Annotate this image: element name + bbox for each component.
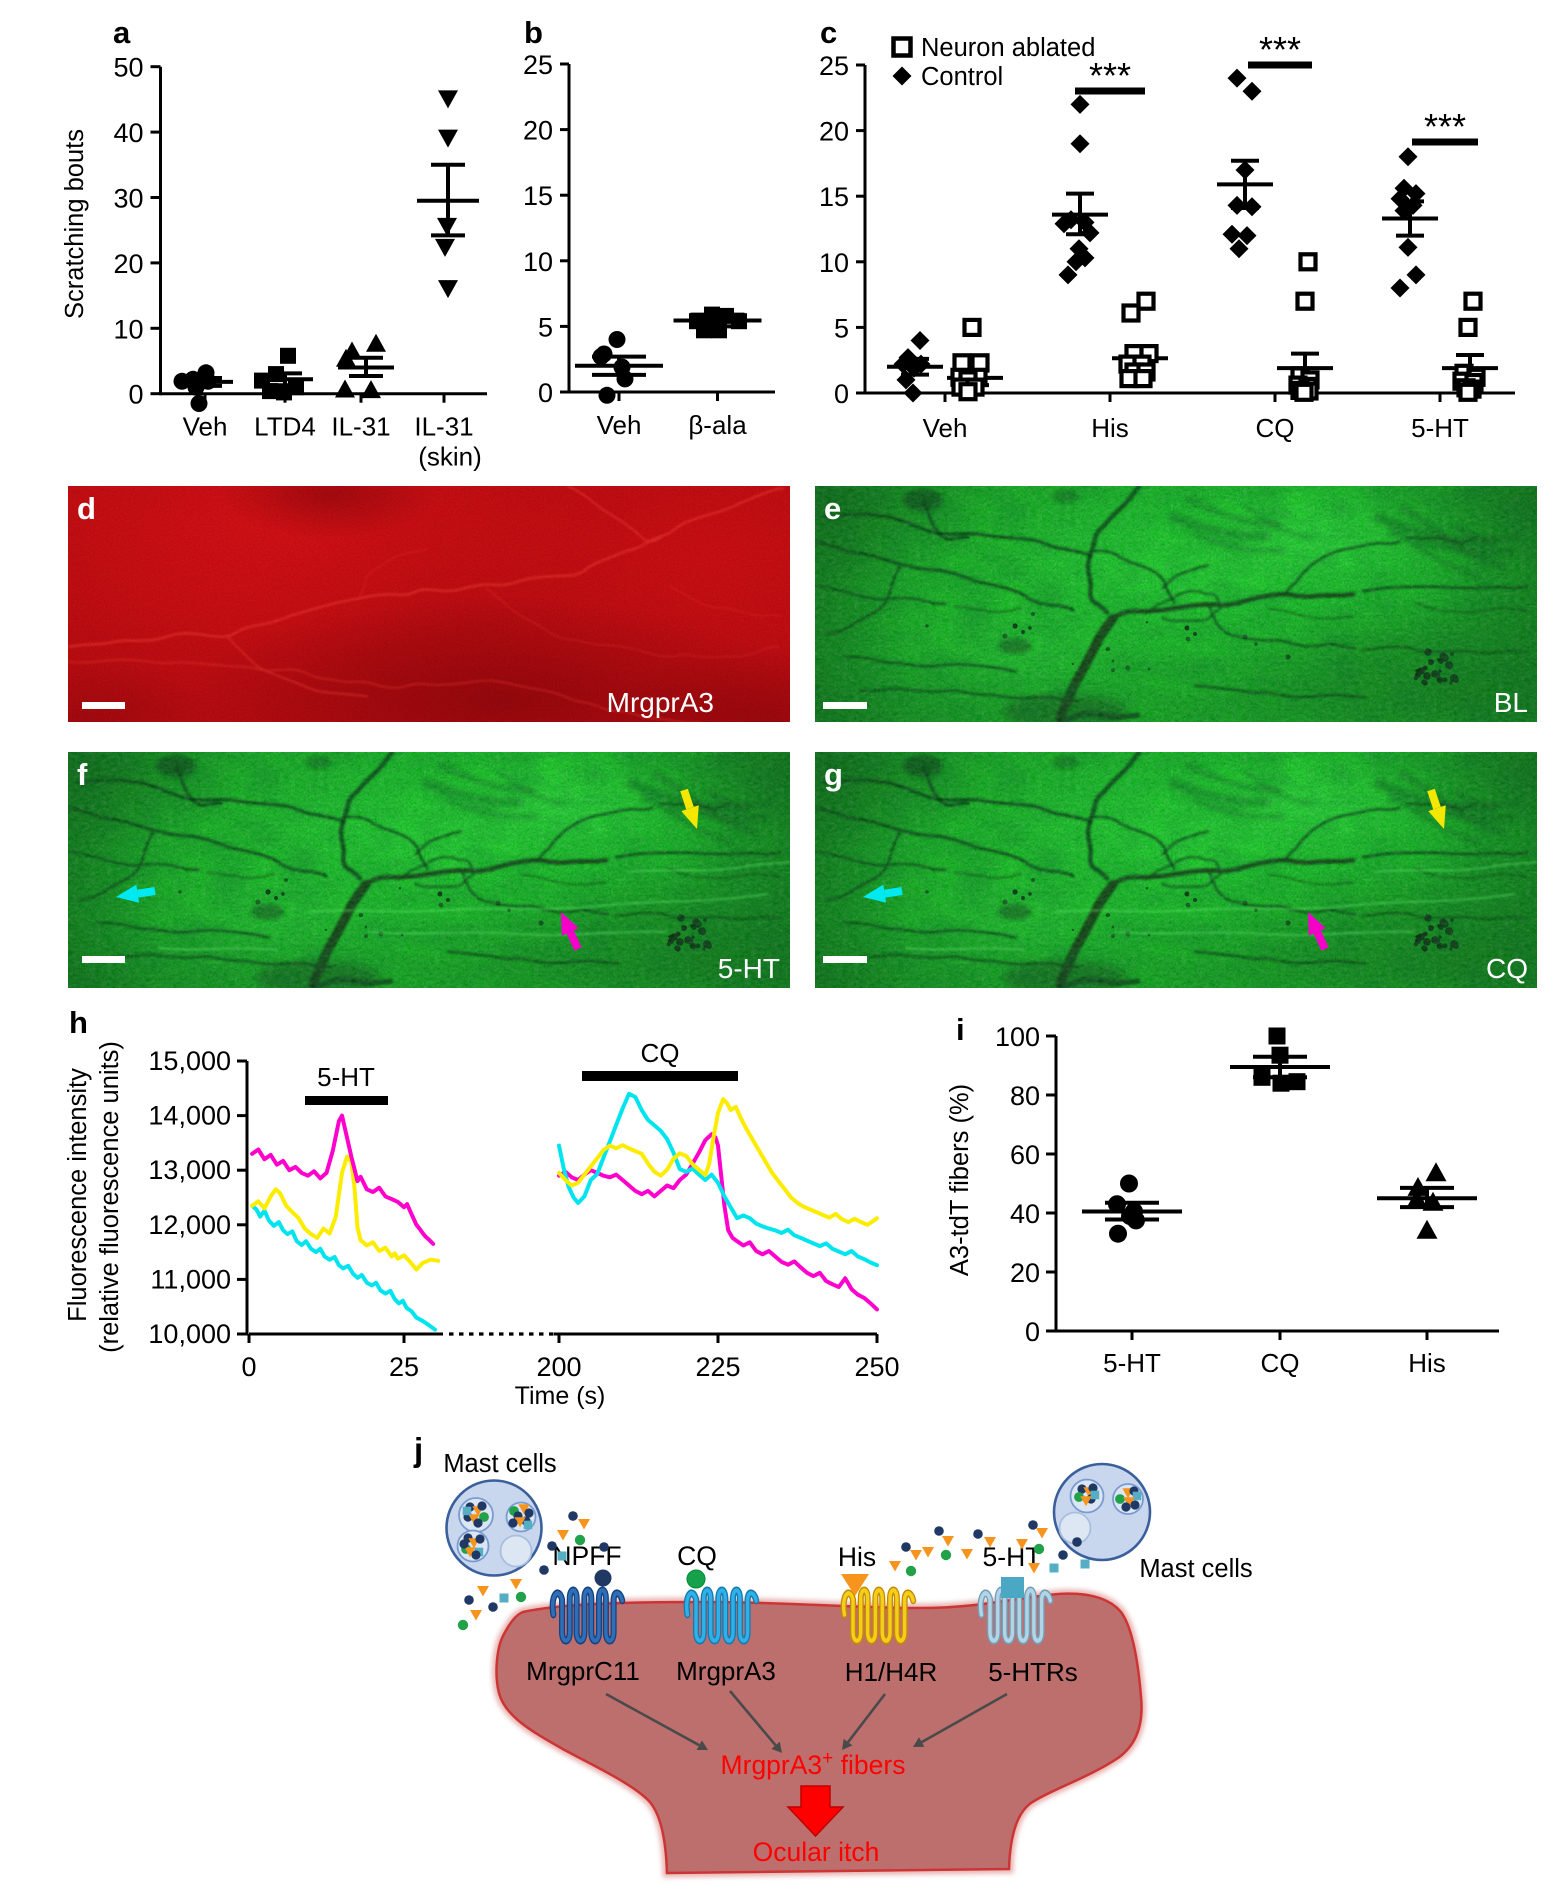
svg-text:50: 50 [113,53,143,83]
svg-text:40: 40 [1010,1199,1040,1229]
svg-text:CQ: CQ [1256,413,1295,443]
svg-text:Veh: Veh [183,412,228,442]
svg-text:5: 5 [834,313,849,343]
svg-text:e: e [824,491,841,526]
svg-text:30: 30 [113,184,143,214]
svg-text:25: 25 [389,1352,419,1382]
svg-text:Mast cells: Mast cells [1139,1555,1252,1583]
svg-text:25: 25 [819,51,849,81]
svg-text:5-HT: 5-HT [317,1062,375,1092]
svg-text:10: 10 [113,314,143,344]
svg-text:His: His [838,1542,876,1572]
svg-text:b: b [524,15,543,50]
svg-text:40: 40 [113,118,143,148]
svg-text:0: 0 [538,378,553,408]
svg-text:5-HT: 5-HT [1103,1348,1161,1378]
svg-text:5-HTRs: 5-HTRs [988,1657,1078,1687]
svg-text:***: *** [1259,29,1301,70]
svg-text:CQ: CQ [1486,953,1528,984]
svg-text:c: c [820,15,837,50]
svg-text:***: *** [1089,55,1131,96]
svg-text:12,000: 12,000 [148,1210,231,1240]
svg-text:0: 0 [241,1352,256,1382]
svg-text:13,000: 13,000 [148,1155,231,1185]
svg-text:***: *** [1424,106,1466,147]
svg-text:15: 15 [819,182,849,212]
svg-text:Fluorescence intensity: Fluorescence intensity [64,1068,92,1322]
svg-text:11,000: 11,000 [150,1264,231,1294]
svg-text:A3-tdT fibers (%): A3-tdT fibers (%) [946,1084,974,1276]
svg-text:20: 20 [113,249,143,279]
svg-text:CQ: CQ [1261,1348,1300,1378]
svg-text:i: i [956,1012,965,1047]
svg-text:β-ala: β-ala [688,410,747,440]
svg-text:14,000: 14,000 [148,1101,231,1131]
svg-text:0: 0 [128,380,143,410]
svg-text:10: 10 [523,247,553,277]
svg-text:5: 5 [538,312,553,342]
svg-text:0: 0 [834,379,849,409]
svg-text:d: d [77,491,96,526]
svg-text:Time (s): Time (s) [515,1382,606,1410]
svg-text:25: 25 [523,50,553,80]
svg-text:10: 10 [819,248,849,278]
svg-text:BL: BL [1494,687,1528,718]
svg-text:H1/H4R: H1/H4R [845,1657,937,1687]
svg-text:80: 80 [1010,1081,1040,1111]
svg-text:5-HT: 5-HT [718,953,780,984]
svg-text:Control: Control [921,63,1003,91]
svg-text:Veh: Veh [923,413,968,443]
svg-text:Neuron ablated: Neuron ablated [921,34,1095,62]
svg-text:IL-31: IL-31 [414,412,473,442]
svg-text:225: 225 [695,1352,740,1382]
svg-text:0: 0 [1025,1317,1040,1347]
svg-text:MrgprA3: MrgprA3 [607,687,714,718]
svg-text:f: f [77,757,88,792]
svg-text:(relative fluorescence units): (relative fluorescence units) [96,1041,124,1353]
svg-text:200: 200 [536,1352,581,1382]
svg-text:MrgprA3: MrgprA3 [676,1656,776,1686]
svg-text:j: j [413,1431,423,1468]
svg-text:15: 15 [523,181,553,211]
svg-text:h: h [69,1005,88,1040]
svg-text:IL-31: IL-31 [331,412,390,442]
svg-text:15,000: 15,000 [148,1046,231,1076]
svg-text:5-HT: 5-HT [1411,413,1469,443]
svg-text:20: 20 [523,116,553,146]
svg-text:a: a [113,15,131,50]
svg-text:His: His [1091,413,1129,443]
svg-text:60: 60 [1010,1140,1040,1170]
svg-text:His: His [1408,1348,1446,1378]
svg-text:20: 20 [1010,1258,1040,1288]
svg-text:Ocular itch: Ocular itch [753,1837,880,1867]
svg-text:LTD4: LTD4 [254,412,316,442]
svg-text:MrgprC11: MrgprC11 [526,1656,640,1686]
svg-text:g: g [824,757,843,792]
svg-text:MrgprA3+ fibers: MrgprA3+ fibers [721,1748,906,1780]
svg-text:CQ: CQ [641,1038,680,1068]
svg-text:10,000: 10,000 [148,1319,231,1349]
svg-text:250: 250 [854,1352,899,1382]
svg-text:Scratching bouts: Scratching bouts [61,129,89,319]
svg-text:(skin): (skin) [418,442,482,472]
svg-text:Veh: Veh [597,410,642,440]
svg-text:20: 20 [819,117,849,147]
svg-text:Mast cells: Mast cells [443,1450,556,1478]
svg-text:CQ: CQ [677,1541,717,1571]
svg-text:100: 100 [995,1022,1040,1052]
